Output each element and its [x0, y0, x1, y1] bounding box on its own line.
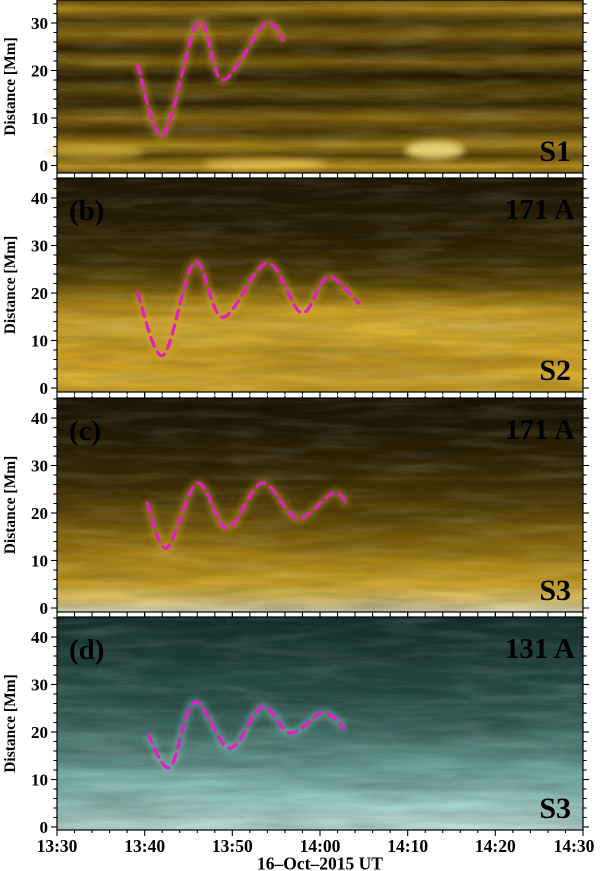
- y-tick-label: 10: [31, 771, 48, 790]
- panel-letter-label: (d): [69, 634, 104, 666]
- axis-ticks: [51, 173, 589, 397]
- y-tick-label: 30: [31, 14, 48, 33]
- y-tick-label: 40: [31, 628, 48, 647]
- x-tick-label: 14:00: [300, 836, 341, 856]
- y-tick-label: 40: [31, 189, 48, 208]
- image-light-grain: [57, 617, 583, 830]
- slit-label: S3: [539, 574, 571, 607]
- bright-feature: [47, 145, 143, 159]
- y-tick-label: 20: [31, 723, 48, 742]
- x-tick-label: 14:20: [475, 836, 516, 856]
- oscillation-track: [136, 260, 361, 357]
- y-tick-label: 10: [31, 109, 48, 128]
- panel-4-group: 0 10 20 30 40 Distance [Mm] (d) 131 A S3: [2, 612, 589, 837]
- x-tick-label: 13:50: [212, 836, 253, 856]
- panel-3-group: 0 10 20 30 40 Distance [Mm] (c) 171 A S3: [2, 393, 589, 618]
- panel-letter-label: (b): [69, 195, 104, 227]
- y-axis-title: Distance [Mm]: [2, 236, 19, 335]
- wavelength-label: 171 A: [505, 414, 575, 446]
- x-axis-labels: 13:30 13:40 13:50 14:00 14:10 14:20 14:30 16–Oc…: [37, 836, 595, 871]
- y-tick-label: 30: [31, 676, 48, 695]
- y-tick-label: 0: [40, 157, 49, 176]
- oscillation-track: [136, 19, 285, 137]
- y-axis-title: Distance [Mm]: [2, 37, 19, 136]
- oscillation-track: [146, 700, 347, 770]
- y-tick-label: 20: [31, 62, 48, 81]
- x-tick-label: 13:40: [124, 836, 165, 856]
- y-tick-label: 0: [40, 818, 49, 837]
- x-tick-label: 14:10: [387, 836, 428, 856]
- wavelength-label: 171 A: [505, 194, 575, 226]
- panel-2-group: 0 10 20 30 40 Distance [Mm] (b) 171 A S2: [2, 173, 589, 398]
- y-axis-title: Distance [Mm]: [2, 674, 19, 773]
- slit-label: S2: [539, 354, 571, 387]
- panel-1-group: 0 10 20 30 Distance [Mm] S1: [2, 0, 589, 178]
- panel-letter-label: (c): [69, 415, 101, 447]
- slit-label: S3: [539, 792, 571, 825]
- y-tick-label: 0: [40, 379, 49, 398]
- y-tick-label: 40: [31, 409, 48, 428]
- y-tick-label: 10: [31, 332, 48, 351]
- bright-feature: [405, 141, 465, 159]
- slit-label: S1: [539, 135, 571, 168]
- y-axis-title: Distance [Mm]: [2, 456, 19, 555]
- y-tick-label: 20: [31, 284, 48, 303]
- wavelength-label: 131 A: [505, 633, 575, 665]
- oscillation-track: [145, 481, 349, 550]
- image-light-grain: [57, 0, 583, 173]
- bright-feature: [203, 158, 327, 170]
- axis-ticks: [51, 612, 589, 836]
- y-tick-label: 20: [31, 504, 48, 523]
- y-tick-label: 10: [31, 552, 48, 571]
- y-tick-label: 0: [40, 599, 49, 618]
- y-tick-label: 30: [31, 457, 48, 476]
- y-tick-label: 30: [31, 237, 48, 256]
- x-tick-label: 13:30: [37, 836, 78, 856]
- x-axis-title: 16–Oct–2015 UT: [257, 854, 383, 871]
- x-tick-label: 14:30: [554, 836, 595, 856]
